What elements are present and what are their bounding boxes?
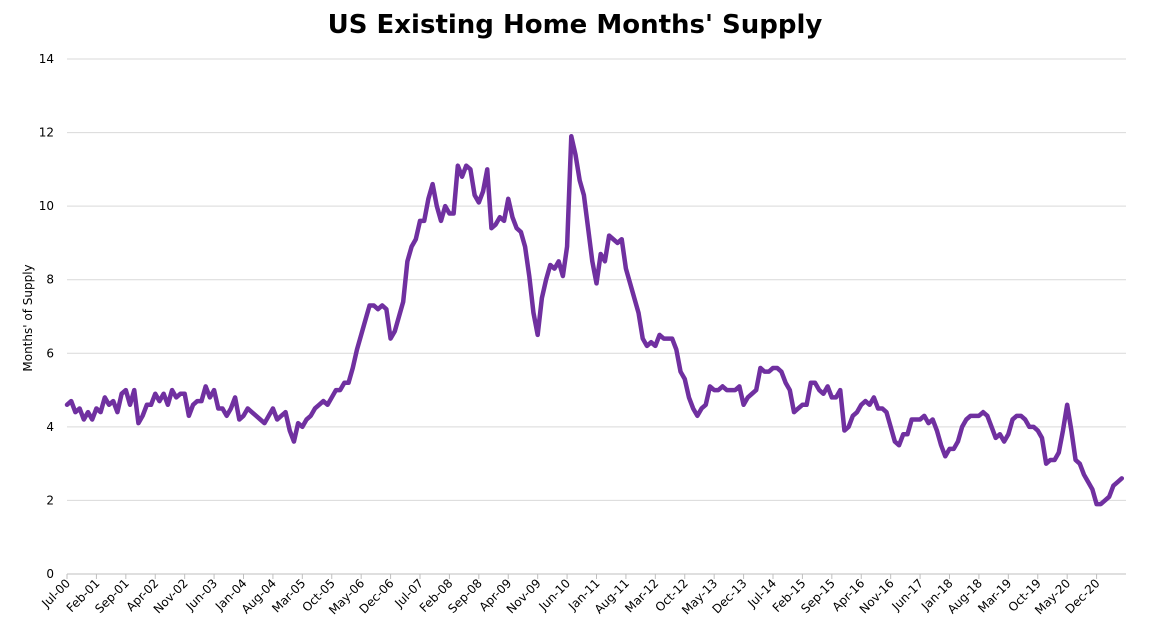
chart-title: US Existing Home Months' Supply [327, 10, 823, 40]
series-line [64, 134, 1125, 507]
y-tick-label: 6 [46, 346, 54, 360]
y-tick-label: 2 [46, 493, 54, 507]
series-layer [64, 134, 1125, 507]
y-tick-label: 12 [39, 126, 54, 140]
y-tick-label: 0 [46, 567, 54, 581]
y-tick-label: 4 [46, 420, 54, 434]
y-tick-label: 8 [46, 273, 54, 287]
axes [66, 573, 1126, 579]
y-tick-labels: 0 2 4 6 8 10 12 14 [39, 52, 54, 581]
y-tick-label: 14 [39, 52, 54, 66]
x-tick-labels: Jul-00Feb-01Sep-01Apr-02Nov-02Jun-03Jan-… [38, 576, 1102, 617]
y-tick-label: 10 [39, 199, 54, 213]
x-tick-label: Jun-03 [182, 576, 220, 614]
x-tick-label: Mar-05 [269, 576, 308, 615]
x-tick-label: Jun-17 [888, 576, 926, 614]
gridlines [67, 58, 1126, 501]
y-axis-title: Months' of Supply [21, 264, 35, 371]
x-tick-label: Jun-10 [535, 576, 573, 614]
x-tick-label: Mar-19 [975, 576, 1014, 615]
x-tick-label: Mar-12 [622, 576, 661, 615]
